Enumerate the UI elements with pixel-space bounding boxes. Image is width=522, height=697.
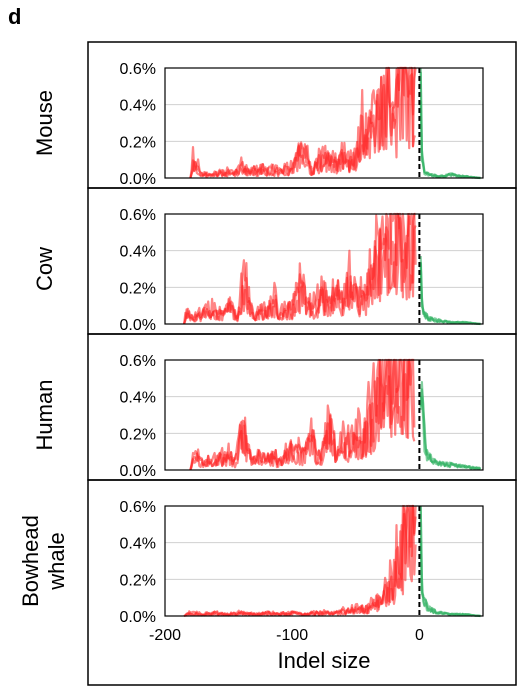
insertion-series-line (419, 505, 481, 618)
deletion-series-line (183, 212, 417, 325)
y-tick-label: 0.0% (120, 463, 156, 480)
deletion-series-line (189, 66, 416, 179)
y-tick-label: 0.0% (120, 609, 156, 626)
x-axis-label: Indel size (278, 648, 371, 673)
insertion-series-line (419, 101, 481, 180)
insertion-series-line (419, 262, 481, 326)
species-label: Human (32, 380, 57, 451)
plot-area-border (164, 505, 484, 617)
panel-frame (87, 479, 517, 686)
x-tick-label: -100 (276, 627, 308, 644)
y-tick-label: 0.6% (120, 207, 156, 224)
insertion-series-line (419, 71, 481, 180)
plot-area-border (164, 359, 484, 471)
insertion-series-line (419, 395, 482, 471)
species-label: Bowhead (18, 515, 43, 607)
y-tick-label: 0.0% (120, 171, 156, 188)
plot-area-border (164, 213, 484, 325)
y-tick-label: 0.4% (120, 390, 156, 407)
species-label: whale (44, 532, 69, 590)
y-tick-label: 0.6% (120, 353, 156, 370)
species-label: Mouse (32, 90, 57, 156)
deletion-series-line (189, 358, 415, 471)
insertion-series-line (419, 262, 481, 326)
y-tick-label: 0.2% (120, 572, 156, 589)
insertion-series-line (419, 541, 481, 618)
species-label: Cow (32, 247, 57, 291)
deletion-series-line (183, 504, 417, 617)
chart-panel-2: 0.0% 0.2% 0.4% 0.6% Human (32, 333, 517, 481)
y-tick-label: 0.6% (120, 499, 156, 516)
y-tick-label: 0.2% (120, 134, 156, 151)
y-tick-label: 0.2% (120, 280, 156, 297)
insertion-series-line (419, 505, 481, 618)
x-tick-label: -200 (149, 627, 181, 644)
y-tick-label: 0.4% (120, 536, 156, 553)
chart-panel-0: 0.0% 0.2% 0.4% 0.6% Mouse (32, 41, 517, 189)
insertion-series-line (419, 255, 481, 326)
y-tick-label: 0.4% (120, 244, 156, 261)
insertion-series-line (419, 67, 481, 180)
y-tick-label: 0.2% (120, 426, 156, 443)
deletion-series-line (183, 504, 417, 618)
y-tick-label: 0.6% (120, 61, 156, 78)
plot-area-border (164, 67, 484, 179)
y-tick-label: 0.4% (120, 98, 156, 115)
panel-letter: d (8, 4, 22, 29)
chart-panel-1: 0.0% 0.2% 0.4% 0.6% Cow (32, 187, 517, 335)
chart-panel-3: 0.0% 0.2% 0.4% 0.6% Bowhead whale -200 -100 0 Ind… (18, 479, 517, 686)
x-tick-label: 0 (415, 627, 424, 644)
y-tick-label: 0.0% (120, 317, 156, 334)
